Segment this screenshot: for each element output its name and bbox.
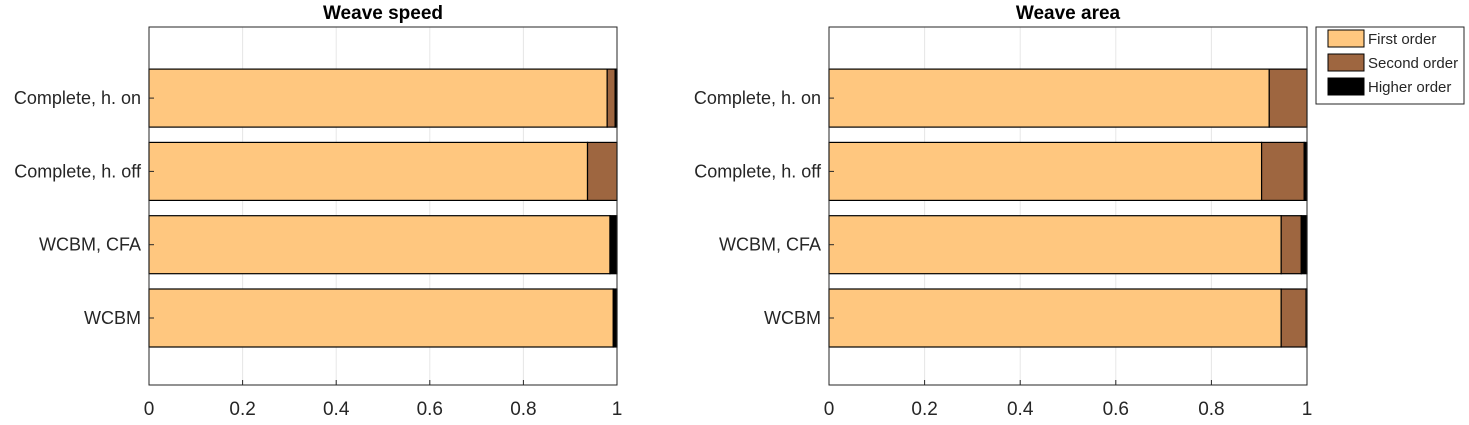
y-tick-label: WCBM — [84, 308, 141, 328]
x-tick-label: 0.4 — [323, 399, 350, 420]
bar-second-order — [1280, 288, 1307, 348]
bar-first-order — [828, 288, 1282, 348]
bar-first-order — [828, 141, 1263, 201]
y-tick-label: WCBM, CFA — [39, 235, 141, 255]
y-tick-label: Complete, h. off — [14, 161, 142, 181]
x-tick-label: 0.6 — [417, 399, 443, 420]
bar-second-order — [1280, 215, 1302, 275]
y-tick-label: WCBM — [764, 308, 821, 328]
bar-higher-order — [612, 288, 618, 348]
x-tick-label: 1 — [1302, 399, 1313, 420]
legend-label: Second order — [1368, 55, 1458, 72]
bar-higher-order — [1300, 215, 1308, 275]
bar-first-order — [828, 68, 1270, 128]
bar-second-order — [586, 141, 618, 201]
x-tick-label: 0 — [824, 399, 835, 420]
bar-higher-order — [609, 215, 618, 275]
axes-box — [828, 26, 1308, 386]
bar-first-order — [148, 215, 611, 275]
legend-label: First order — [1368, 31, 1436, 48]
chart-title: Weave speed — [323, 3, 443, 24]
x-tick-label: 0.8 — [1198, 399, 1224, 420]
x-tick-label: 0 — [144, 399, 155, 420]
x-tick-label: 0.4 — [1007, 399, 1034, 420]
legend-swatch — [1327, 29, 1365, 48]
legend: First order Second order Higher order — [1315, 26, 1465, 105]
bar-first-order — [148, 141, 589, 201]
bar-second-order — [606, 68, 616, 128]
y-tick-label: Complete, h. off — [694, 161, 822, 181]
axes-2: 0 0.2 0.4 0.6 0.8 1 WCBM WCBM, CFA Complete, h. … — [694, 3, 1312, 420]
legend-swatch — [1327, 77, 1365, 96]
y-tick-label: Complete, h. on — [14, 88, 141, 108]
bar-first-order — [148, 288, 614, 348]
chart-title: Weave area — [1016, 3, 1121, 24]
x-tick-label: 0.2 — [229, 399, 255, 420]
axes-box — [148, 26, 618, 386]
y-tick-label: Complete, h. on — [694, 88, 821, 108]
y-tick-label: WCBM, CFA — [719, 235, 821, 255]
bar-first-order — [828, 215, 1282, 275]
legend-swatch — [1327, 53, 1365, 72]
x-tick-label: 0.2 — [911, 399, 937, 420]
x-tick-label: 0.8 — [510, 399, 536, 420]
x-tick-label: 1 — [612, 399, 623, 420]
bar-first-order — [148, 68, 608, 128]
bar-second-order — [1268, 68, 1308, 128]
x-tick-label: 0.6 — [1103, 399, 1129, 420]
legend-label: Higher order — [1368, 79, 1451, 96]
axes-1: 0 0.2 0.4 0.6 0.8 1 WCBM WCBM, CFA Complete, h. … — [14, 3, 622, 420]
bar-second-order — [1260, 141, 1305, 201]
